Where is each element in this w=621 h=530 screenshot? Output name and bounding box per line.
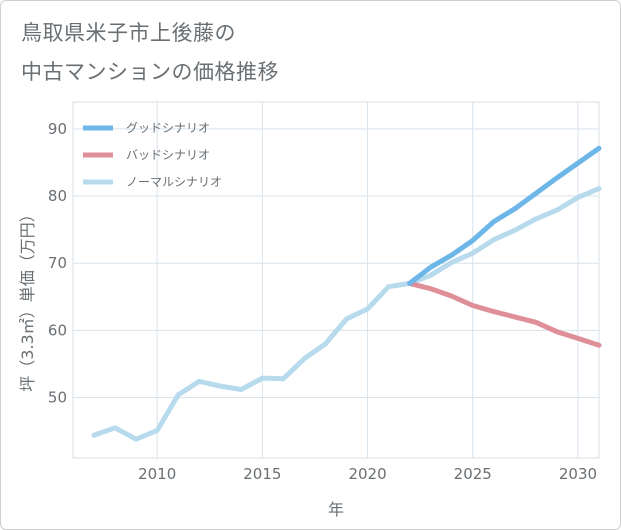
y-tick-label: 70: [48, 254, 67, 272]
x-axis-label: 年: [328, 500, 344, 519]
x-tick-label: 2015: [243, 465, 281, 483]
chart-title-line-2: 中古マンションの価格推移: [21, 60, 279, 84]
y-tick-label: 80: [48, 187, 67, 205]
x-tick-label: 2025: [454, 465, 492, 483]
x-tick-label: 2020: [348, 465, 386, 483]
series-layer: [91, 145, 602, 442]
chart-title-line-1: 鳥取県米子市上後藤の: [21, 21, 236, 45]
series-line-3: [91, 186, 602, 442]
y-tick-label: 90: [48, 120, 67, 138]
legend-label: グッドシナリオ: [126, 121, 210, 135]
y-tick-label: 60: [48, 321, 67, 339]
legend-label: バッドシナリオ: [126, 148, 210, 162]
y-tick-label: 50: [48, 389, 67, 407]
x-tick-label: 2030: [559, 465, 597, 483]
plot-area-frame: [72, 101, 600, 459]
series-line-1: [407, 145, 602, 286]
y-axis-label: 坪（3.3㎡）単価（万円）: [18, 206, 37, 391]
x-tick-label: 2010: [138, 465, 176, 483]
tick-labels: 2010 2015 2020 2025 2030 50 60 70 80 90: [48, 120, 597, 483]
legend-label: ノーマルシナリオ: [126, 175, 222, 189]
series-line-2: [407, 280, 602, 348]
